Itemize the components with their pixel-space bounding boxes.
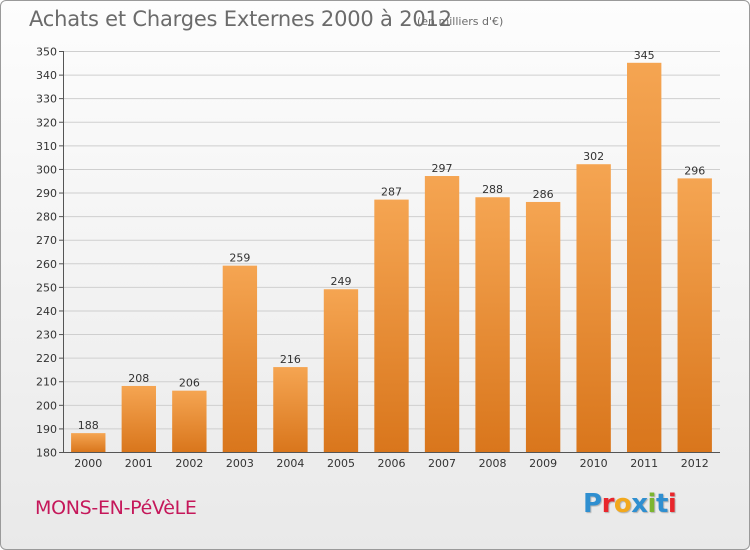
logo-letter: x [631,489,648,519]
logo-letter: i [667,489,677,519]
y-tick-label: 350 [36,46,57,59]
y-tick-label: 280 [36,211,57,224]
y-tick-label: 330 [36,93,57,106]
logo-letter: o [613,489,632,519]
y-tick-label: 340 [36,69,57,82]
x-tick-label: 2006 [378,457,406,470]
x-tick-label: 2002 [175,457,203,470]
x-tick-label: 2008 [479,457,507,470]
y-tick-label: 320 [36,116,57,129]
bar [677,178,712,452]
bar-value-label: 208 [128,372,149,385]
y-tick-label: 190 [36,423,57,436]
x-tick-label: 2012 [681,457,709,470]
x-tick-label: 2003 [226,457,254,470]
x-tick-label: 2005 [327,457,355,470]
x-tick-label: 2004 [276,457,304,470]
bar-value-label: 302 [583,150,604,163]
logo-letter: P [583,489,602,519]
y-tick-label: 310 [36,140,57,153]
bar [475,197,510,452]
bar-value-label: 259 [229,252,250,265]
y-tick-label: 250 [36,281,57,294]
logo-letter: t [655,489,668,519]
bar [627,62,662,452]
bar [172,390,207,452]
x-tick-label: 2001 [125,457,153,470]
bar [273,367,308,452]
bar-value-label: 206 [179,377,200,390]
y-tick-label: 290 [36,187,57,200]
commune-name: MONS-EN-PéVèLE [35,497,197,519]
x-tick-label: 2010 [580,457,608,470]
bar-value-label: 288 [482,183,503,196]
bar [323,289,359,452]
logo-letter: r [601,489,615,519]
bar [576,164,611,453]
bar-value-label: 286 [533,188,554,201]
x-tick-label: 2007 [428,457,456,470]
bar [222,265,258,452]
x-tick-label: 2009 [529,457,557,470]
bar-value-label: 296 [684,164,705,177]
bar-value-label: 188 [78,419,99,432]
y-tick-label: 300 [36,163,57,176]
x-tick-label: 2011 [630,457,658,470]
bar [424,176,460,453]
y-tick-label: 200 [36,399,57,412]
bar [121,385,156,452]
bar [525,201,561,452]
y-tick-label: 220 [36,352,57,365]
x-tick-label: 2000 [74,457,102,470]
bar [374,199,409,452]
chart-subtitle: (en milliers d'€) [417,15,504,28]
y-tick-label: 230 [36,329,57,342]
bars: 188 208 206 259 216 249 287 297 288 286 302 345 296 [71,49,712,453]
y-tick-label: 270 [36,234,57,247]
bar-value-label: 345 [634,49,655,62]
bar-value-label: 216 [280,353,301,366]
y-tick-label: 180 [36,447,57,460]
y-tick-label: 210 [36,376,57,389]
bar [71,433,106,452]
axes: 180 190 200 210 220 230 240 250 260 270 280 290 300 3… [36,46,720,470]
logo-letter: i [647,489,657,519]
bar-value-label: 297 [432,162,453,175]
bar-value-label: 249 [330,275,351,288]
y-tick-label: 240 [36,305,57,318]
bar-value-label: 287 [381,186,402,199]
proxiti-logo: Proxiti [583,489,677,519]
y-tick-label: 260 [36,258,57,271]
chart-title: Achats et Charges Externes 2000 à 2012 [29,7,452,31]
